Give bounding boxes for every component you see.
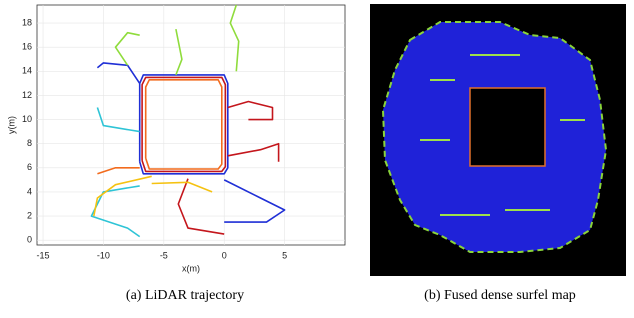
x-tick-label: -5 (160, 250, 168, 260)
y-axis-label: y(m) (6, 116, 16, 134)
y-tick-label: 6 (27, 162, 32, 172)
y-tick-label: 10 (22, 114, 32, 124)
caption: (b) Fused dense surfel map (424, 288, 576, 303)
y-tick-label: 0 (27, 235, 32, 245)
x-axis-label: x(m) (182, 263, 200, 273)
page: (a) LiDAR trajectory (b) Fused dense sur… (0, 0, 634, 318)
y-tick-label: 4 (27, 186, 32, 196)
y-tick-label: 8 (27, 138, 32, 148)
figure: (a) LiDAR trajectory (b) Fused dense sur… (0, 0, 634, 313)
plot-area (37, 5, 345, 245)
y-tick-label: 16 (22, 42, 32, 52)
y-tick-label: 12 (22, 90, 32, 100)
x-tick-label: -15 (37, 250, 50, 260)
caption: (a) LiDAR trajectory (126, 288, 244, 303)
y-tick-label: 14 (22, 66, 32, 76)
x-tick-label: 5 (282, 250, 287, 260)
surfel-map-image (370, 4, 626, 276)
y-tick-label: 2 (27, 210, 32, 220)
y-tick-label: 18 (22, 17, 32, 27)
x-tick-label: -10 (97, 250, 110, 260)
x-tick-label: 0 (222, 250, 227, 260)
